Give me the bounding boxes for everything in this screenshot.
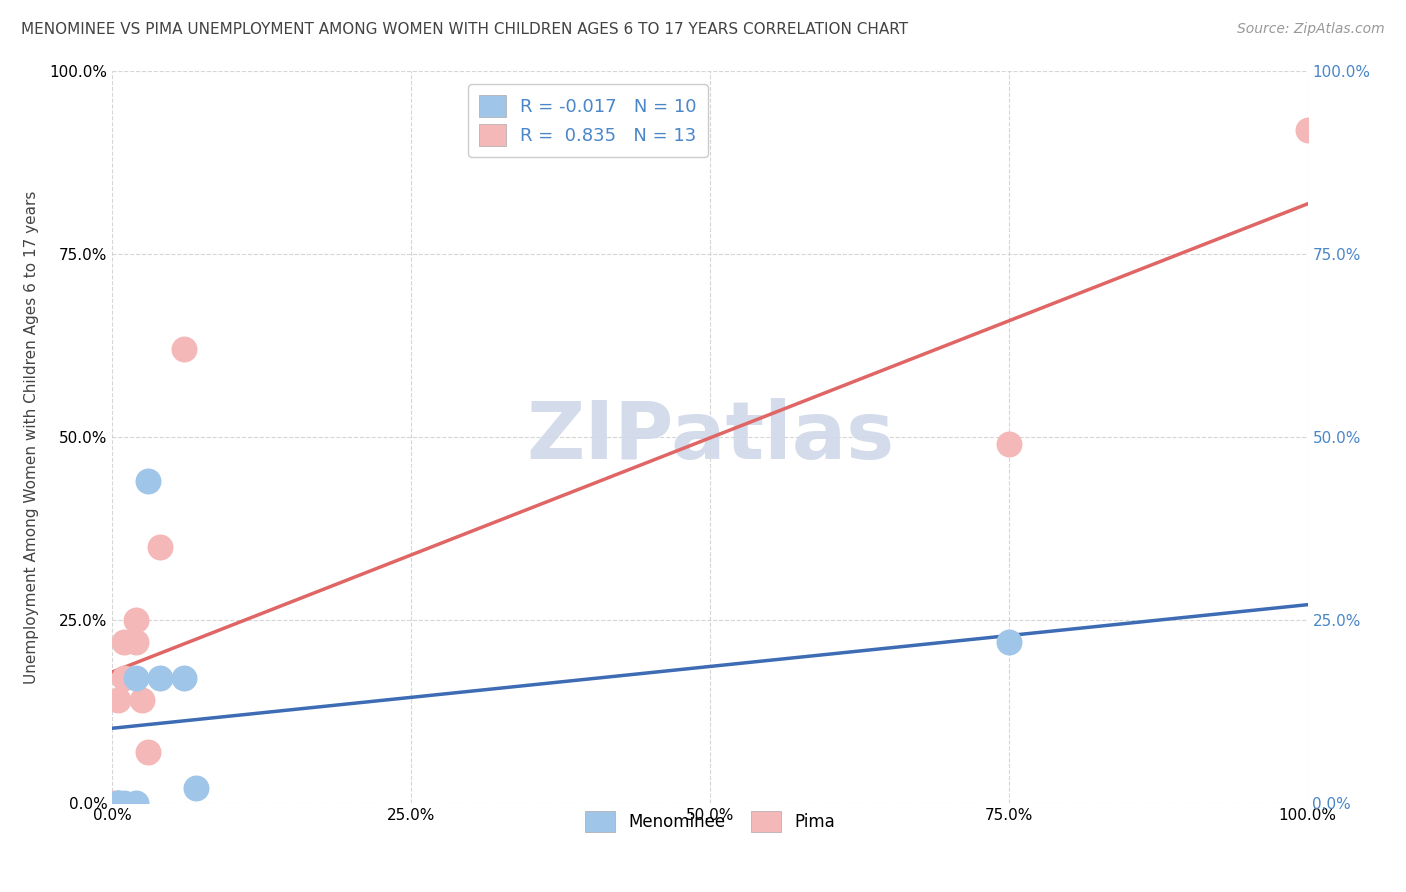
Point <box>125 613 148 627</box>
Point <box>107 693 129 707</box>
Text: MENOMINEE VS PIMA UNEMPLOYMENT AMONG WOMEN WITH CHILDREN AGES 6 TO 17 YEARS CORR: MENOMINEE VS PIMA UNEMPLOYMENT AMONG WOM… <box>21 22 908 37</box>
Point <box>101 796 124 810</box>
Text: Source: ZipAtlas.com: Source: ZipAtlas.com <box>1237 22 1385 37</box>
Point <box>125 796 148 810</box>
Y-axis label: Unemployment Among Women with Children Ages 6 to 17 years: Unemployment Among Women with Children A… <box>24 190 38 684</box>
Point <box>125 635 148 649</box>
Point <box>114 672 135 686</box>
Point <box>131 693 153 707</box>
Point <box>173 343 195 357</box>
Point <box>138 745 160 759</box>
Point <box>107 796 129 810</box>
Point <box>998 635 1021 649</box>
Text: ZIPatlas: ZIPatlas <box>526 398 894 476</box>
Point <box>114 796 135 810</box>
Point <box>138 474 160 488</box>
Point <box>186 781 208 796</box>
Point <box>173 672 195 686</box>
Point <box>149 540 172 554</box>
Point <box>107 796 129 810</box>
Legend: Menominee, Pima: Menominee, Pima <box>579 805 841 838</box>
Point <box>1296 123 1319 137</box>
Point <box>107 796 129 810</box>
Point <box>125 672 148 686</box>
Point <box>998 437 1021 451</box>
Point <box>114 635 135 649</box>
Point <box>149 672 172 686</box>
